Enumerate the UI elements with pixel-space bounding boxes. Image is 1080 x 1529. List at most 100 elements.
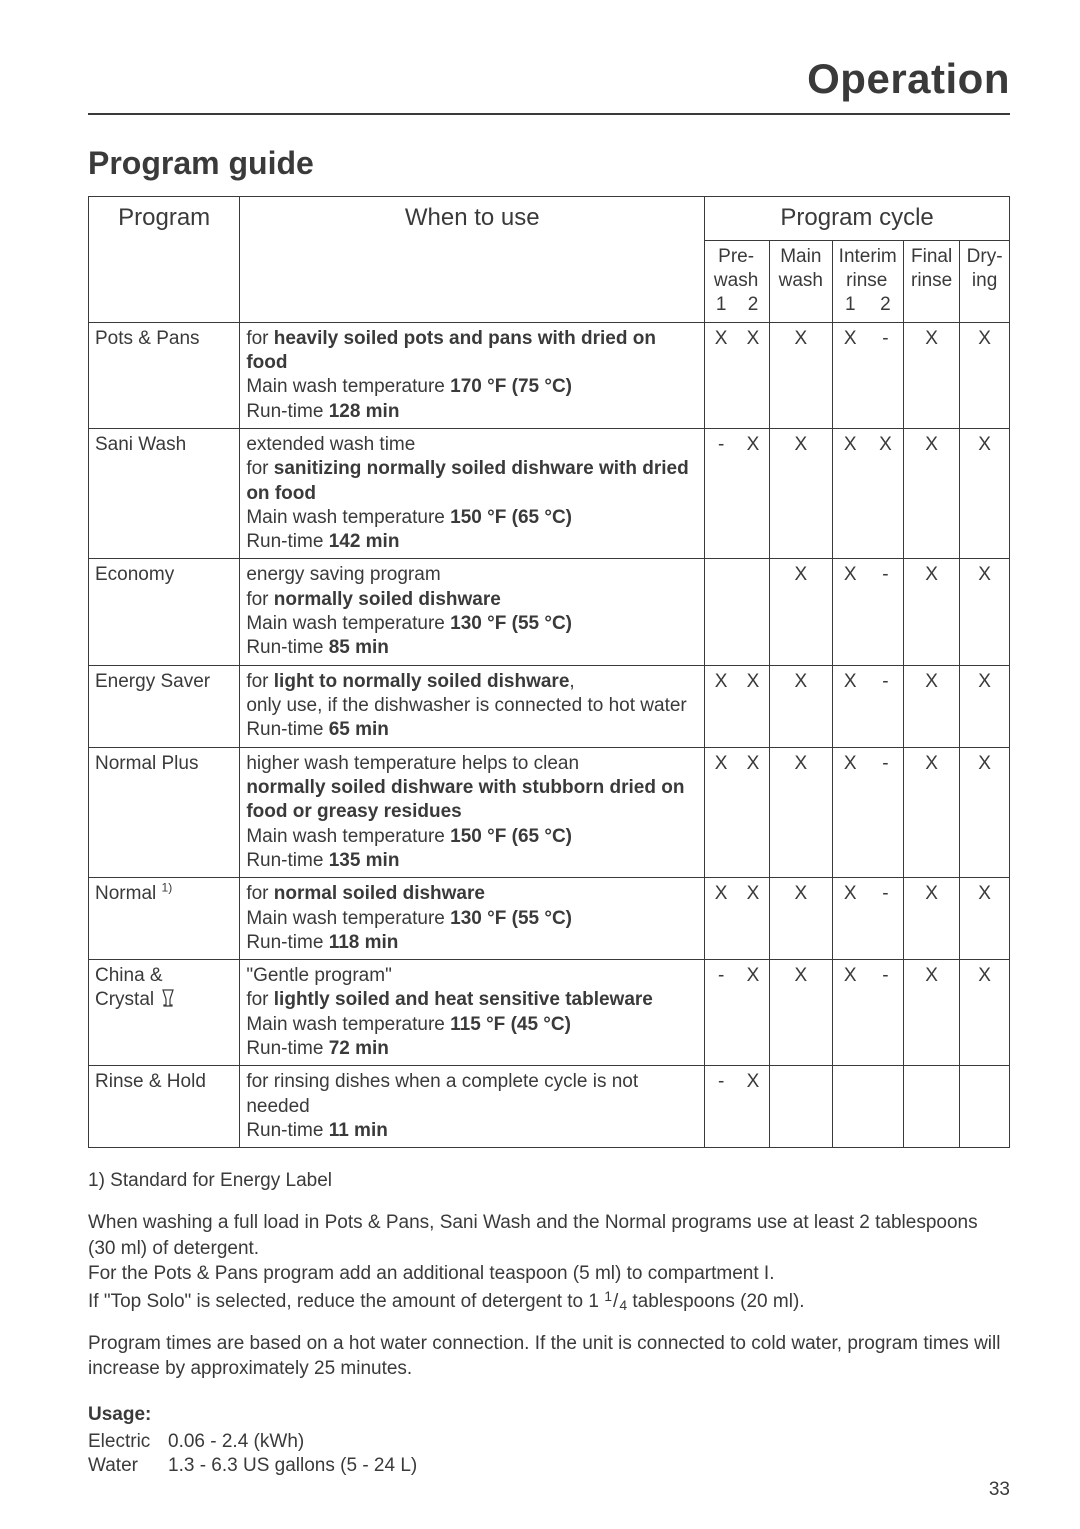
page-number: 33	[989, 1479, 1010, 1501]
drying-mark: X	[960, 747, 1010, 878]
detergent-note-3a: If "Top Solo" is selected, reduce the am…	[88, 1291, 604, 1312]
mainwash-mark: X	[769, 878, 832, 960]
detergent-note-3b: tablespoons (20 ml).	[627, 1291, 804, 1312]
section-title: Program guide	[88, 145, 1010, 182]
fraction: 1/4	[604, 1291, 627, 1312]
interim-1-mark: X	[832, 665, 868, 747]
prewash-1-mark: X	[705, 322, 737, 428]
prewash-2-mark	[737, 559, 769, 665]
drying-mark: X	[960, 960, 1010, 1066]
table-header: Program When to use Program cycle Pre-wa…	[89, 197, 1010, 323]
time-note: Program times are based on a hot water c…	[88, 1331, 1010, 1382]
prewash-2-mark: X	[737, 322, 769, 428]
usage-electric-value: 0.06 - 2.4 (kWh)	[168, 1430, 304, 1455]
interim-1-mark: X	[832, 322, 868, 428]
prewash-2-mark: X	[737, 1066, 769, 1148]
usage-water-key: Water	[88, 1454, 168, 1479]
footnotes: 1) Standard for Energy Label When washin…	[88, 1168, 1010, 1479]
drying-mark	[960, 1066, 1010, 1148]
program-guide-table: Program When to use Program cycle Pre-wa…	[88, 196, 1010, 1148]
drying-mark: X	[960, 559, 1010, 665]
table-row: Normal 1)for normal soiled dishwareMain …	[89, 878, 1010, 960]
footnote-1: 1) Standard for Energy Label	[88, 1168, 1010, 1194]
col-drying: Dry-ing	[960, 240, 1010, 322]
mainwash-mark: X	[769, 322, 832, 428]
col-mainwash: Mainwash	[769, 240, 832, 322]
program-description: extended wash timefor sanitizing normall…	[240, 428, 705, 559]
program-description: energy saving programfor normally soiled…	[240, 559, 705, 665]
table-body: Pots & Pansfor heavily soiled pots and p…	[89, 322, 1010, 1148]
program-description: for normal soiled dishwareMain wash temp…	[240, 878, 705, 960]
interim-1-mark	[832, 1066, 868, 1148]
detergent-note-1: When washing a full load in Pots & Pans,…	[88, 1212, 978, 1259]
interim-2-mark: X	[868, 428, 904, 559]
col-prewash-1: Pre-wash 1	[705, 240, 737, 322]
interim-1: 1	[845, 294, 856, 315]
program-description: for heavily soiled pots and pans with dr…	[240, 322, 705, 428]
page: Operation Program guide Program When to …	[0, 0, 1080, 1529]
mainwash-mark	[769, 1066, 832, 1148]
mainwash-mark: X	[769, 747, 832, 878]
program-name: China &Crystal	[89, 960, 240, 1066]
page-title: Operation	[88, 55, 1010, 115]
final-mark: X	[904, 559, 960, 665]
interim-2-mark: -	[868, 960, 904, 1066]
drying-mark: X	[960, 322, 1010, 428]
interim-2-mark: -	[868, 878, 904, 960]
table-row: Normal Plushigher wash temperature helps…	[89, 747, 1010, 878]
table-row: Energy Saverfor light to normally soiled…	[89, 665, 1010, 747]
interim-1-mark: X	[832, 559, 868, 665]
drying-mark: X	[960, 878, 1010, 960]
interim-1-mark: X	[832, 960, 868, 1066]
interim-2-mark: -	[868, 747, 904, 878]
interim-1-mark: X	[832, 878, 868, 960]
table-row: Rinse & Holdfor rinsing dishes when a co…	[89, 1066, 1010, 1148]
final-mark: X	[904, 747, 960, 878]
final-mark: X	[904, 665, 960, 747]
col-cycle: Program cycle	[705, 197, 1010, 241]
prewash-1-mark: X	[705, 665, 737, 747]
program-description: "Gentle program"for lightly soiled and h…	[240, 960, 705, 1066]
prewash-1-mark: X	[705, 878, 737, 960]
prewash-1-mark: -	[705, 428, 737, 559]
interim-2-mark: -	[868, 559, 904, 665]
detergent-note-2: For the Pots & Pans program add an addit…	[88, 1263, 774, 1284]
col-program: Program	[89, 197, 240, 323]
program-name: Normal Plus	[89, 747, 240, 878]
prewash-1-mark	[705, 559, 737, 665]
prewash-2-mark: X	[737, 665, 769, 747]
final-mark: X	[904, 428, 960, 559]
prewash-2-mark: X	[737, 960, 769, 1066]
interim-2: 2	[880, 294, 891, 315]
drying-mark: X	[960, 428, 1010, 559]
program-name: Normal 1)	[89, 878, 240, 960]
prewash-2-mark: X	[737, 428, 769, 559]
final-mark: X	[904, 960, 960, 1066]
mainwash-mark: X	[769, 559, 832, 665]
prewash-2-mark: X	[737, 747, 769, 878]
usage-label: Usage:	[88, 1402, 1010, 1428]
program-name: Rinse & Hold	[89, 1066, 240, 1148]
table-row: China &Crystal "Gentle program"for light…	[89, 960, 1010, 1066]
prewash-2: 2	[748, 294, 759, 315]
col-final: Finalrinse	[904, 240, 960, 322]
mainwash-mark: X	[769, 665, 832, 747]
interim-1-mark: X	[832, 747, 868, 878]
table-row: Sani Washextended wash timefor sanitizin…	[89, 428, 1010, 559]
frac-den: 4	[619, 1297, 627, 1313]
usage-water-value: 1.3 - 6.3 US gallons (5 - 24 L)	[168, 1454, 417, 1479]
program-name: Sani Wash	[89, 428, 240, 559]
drying-mark: X	[960, 665, 1010, 747]
interim-1-mark: X	[832, 428, 868, 559]
final-mark: X	[904, 322, 960, 428]
usage-electric: Electric 0.06 - 2.4 (kWh)	[88, 1430, 1010, 1455]
program-description: higher wash temperature helps to cleanno…	[240, 747, 705, 878]
prewash-1-mark: -	[705, 1066, 737, 1148]
mainwash-mark: X	[769, 960, 832, 1066]
frac-num: 1	[604, 1288, 612, 1304]
interim-2-mark: -	[868, 665, 904, 747]
interim-2-mark: -	[868, 322, 904, 428]
program-description: for light to normally soiled dishware,on…	[240, 665, 705, 747]
usage-water: Water 1.3 - 6.3 US gallons (5 - 24 L)	[88, 1454, 1010, 1479]
prewash-1-mark: -	[705, 960, 737, 1066]
